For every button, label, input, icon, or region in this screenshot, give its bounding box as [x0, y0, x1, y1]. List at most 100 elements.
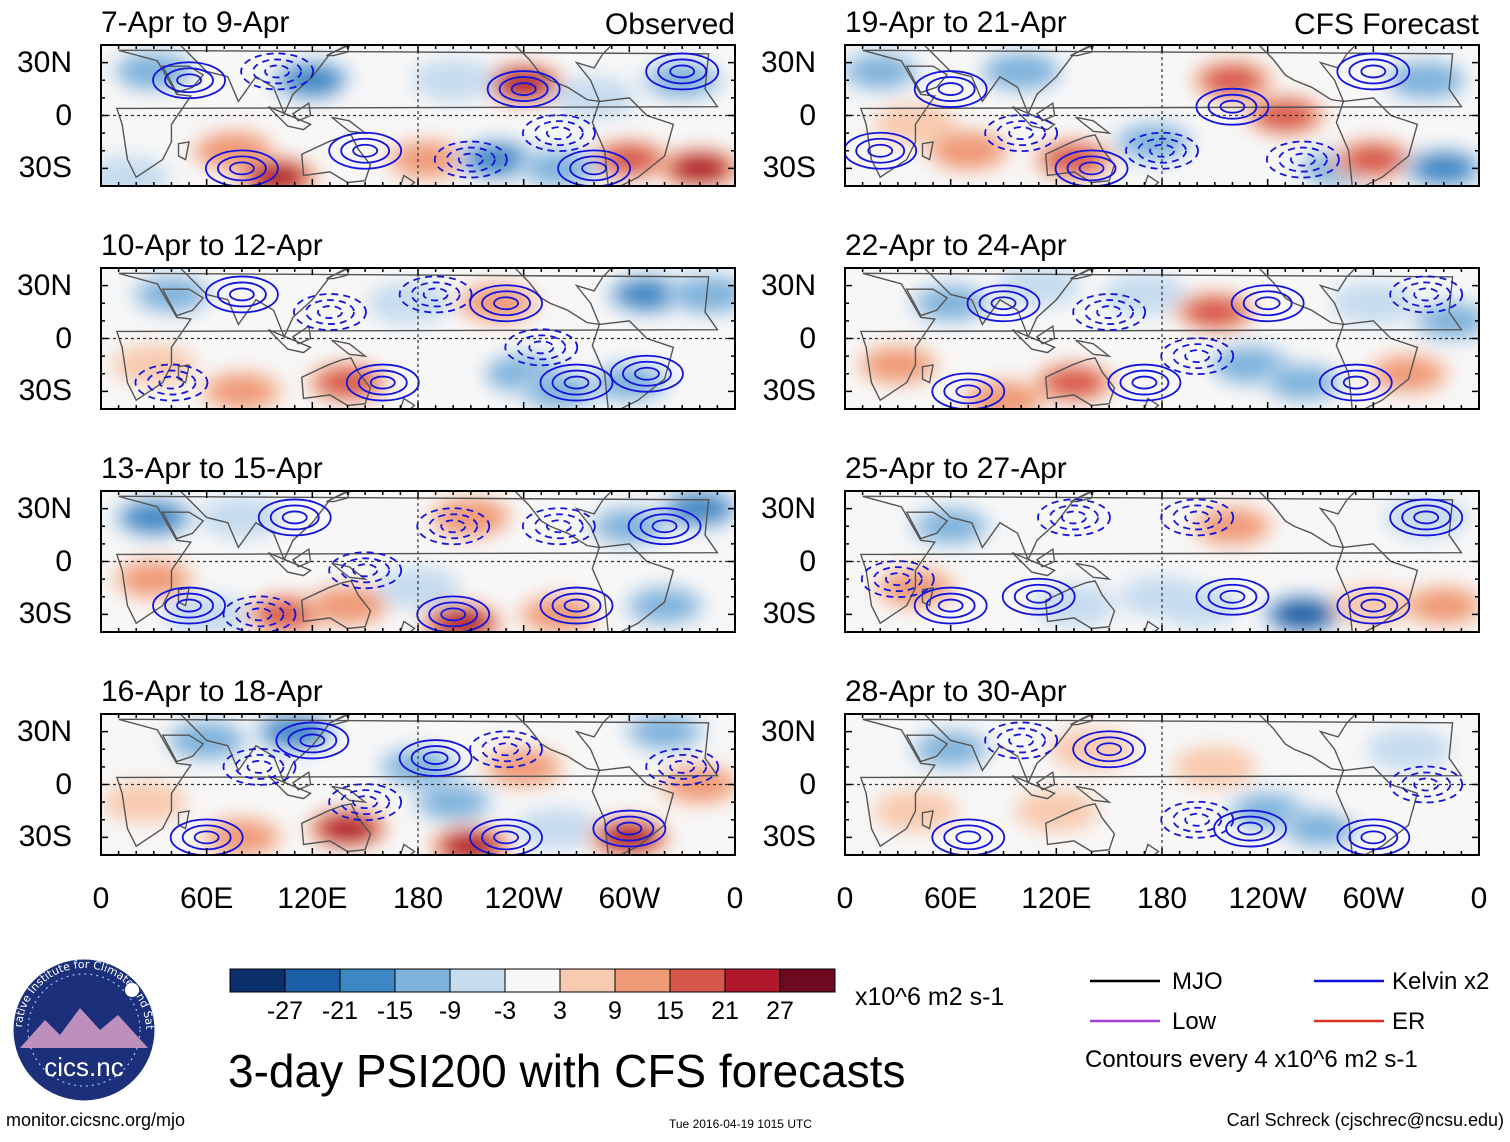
anomaly-cell [209, 375, 274, 408]
coastline [291, 101, 312, 122]
contour-positive [913, 586, 988, 625]
contour-positive [469, 818, 543, 855]
panel-title: 22-Apr to 24-Apr [845, 229, 1067, 262]
coastline [921, 364, 934, 384]
contour-positive [610, 354, 684, 393]
panel-title: 10-Apr to 12-Apr [101, 229, 323, 262]
colorbar-label: -9 [438, 997, 462, 1025]
author-credit: Carl Schreck (cjschrec@ncsu.edu) [1226, 1110, 1504, 1130]
anomaly-cell [1120, 575, 1204, 618]
contour-negative [1265, 140, 1340, 179]
colorbar-swatch [724, 968, 781, 993]
anomaly-cell [1344, 145, 1403, 174]
column-heading-forecast: CFS Forecast [1293, 8, 1479, 41]
anomaly-cell [1045, 368, 1103, 397]
x-tick-label: 60W [1342, 882, 1405, 915]
anomaly-cell [250, 163, 305, 186]
contour-negative [1037, 498, 1111, 537]
anomaly-cell [974, 385, 1033, 409]
legend-label-kelvin: Kelvin x2 [1392, 968, 1490, 995]
anomaly-cell [377, 287, 442, 320]
contour-positive [1230, 284, 1305, 323]
anomaly-cell [1221, 350, 1279, 380]
contour-negative [1160, 800, 1235, 839]
contour-negative [1389, 765, 1464, 804]
anomaly-cell [562, 81, 627, 114]
y-tick-label: 30S [762, 820, 816, 854]
x-tick-label: 120E [277, 882, 348, 915]
colorbar-swatch [339, 968, 396, 993]
coastline [1335, 320, 1419, 409]
y-tick-label: 30N [760, 268, 816, 302]
coastline [1035, 770, 1056, 791]
main-title: 3-day PSI200 with CFS forecasts [228, 1045, 906, 1097]
contour-positive [1336, 586, 1411, 625]
y-tick-label: 0 [55, 98, 72, 132]
x-tick-label: 60E [179, 882, 234, 915]
coastline [905, 734, 949, 763]
contour-positive [1195, 577, 1270, 616]
map-panel [101, 714, 735, 855]
anomaly-cell [848, 55, 913, 88]
contour-negative [1160, 337, 1235, 376]
contour-positive [398, 739, 473, 777]
anomaly-cell [257, 600, 315, 629]
contour-negative [328, 783, 403, 822]
contour-negative [433, 140, 508, 179]
coastline [291, 770, 312, 791]
anomaly-cell [101, 161, 160, 186]
coastline [859, 49, 1463, 179]
panel-ticks [100, 45, 736, 186]
contour-negative [984, 721, 1059, 760]
anomaly-cell [1014, 789, 1099, 832]
colorbar-label: -21 [321, 997, 359, 1025]
coastline [905, 511, 949, 540]
panel-title: 16-Apr to 18-Apr [101, 675, 323, 708]
contour-positive [1195, 87, 1270, 126]
panel-ticks [844, 45, 1480, 186]
contour-positive [931, 818, 1006, 855]
anomaly-cell [1420, 304, 1479, 337]
contour-positive [627, 507, 702, 546]
anomaly-cell [1411, 589, 1476, 622]
legend-label-low: Low [1172, 1008, 1217, 1035]
coastline [1143, 620, 1160, 632]
map-panel [845, 268, 1479, 409]
contour-positive [486, 70, 561, 108]
anomaly-cell [209, 501, 274, 534]
coastline [921, 141, 934, 161]
contour-positive [557, 149, 632, 186]
y-tick-label: 30N [16, 45, 72, 79]
colorbar-label: 27 [766, 997, 794, 1025]
anomaly-cell [1200, 510, 1265, 543]
anomaly-cell [411, 59, 496, 102]
coastline [859, 718, 1463, 848]
coastline [1075, 339, 1112, 358]
map-panel [845, 491, 1479, 632]
contour-positive [169, 818, 244, 855]
contour-positive [539, 363, 614, 402]
contour-positive [539, 586, 614, 625]
panel-ticks [844, 491, 1480, 632]
colorbar-swatch [559, 968, 616, 993]
anomaly-cell [1186, 297, 1244, 327]
anomaly-cell [125, 503, 183, 532]
anomaly-cell [468, 145, 526, 174]
coastline [1070, 268, 1095, 280]
contour-positive [1213, 809, 1287, 848]
contour-positive [152, 61, 226, 100]
anomaly-cell [283, 65, 342, 95]
anomaly-cell [992, 57, 1050, 86]
anomaly-cell [865, 348, 930, 381]
panel-ticks [844, 714, 1480, 855]
coastline [1045, 357, 1116, 407]
coastline [921, 587, 934, 607]
colorbar-swatch [614, 968, 671, 993]
x-tick-label: 180 [392, 882, 444, 915]
coastline [301, 580, 372, 630]
x-tick-label: 60E [923, 882, 978, 915]
x-tick-label: 180 [1136, 882, 1188, 915]
y-tick-label: 30N [16, 268, 72, 302]
contour-positive [1001, 577, 1076, 616]
coastline [115, 272, 719, 402]
